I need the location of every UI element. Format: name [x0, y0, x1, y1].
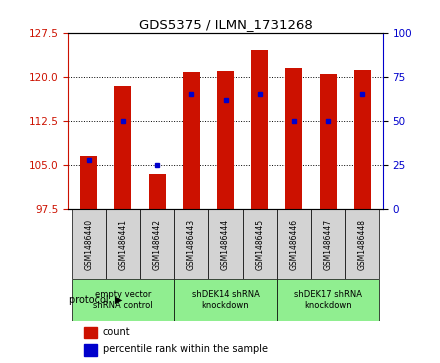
Text: empty vector
shRNA control: empty vector shRNA control: [93, 290, 153, 310]
Bar: [277, 279, 379, 321]
Text: GSM1486441: GSM1486441: [118, 219, 128, 270]
Bar: [80, 156, 97, 209]
Title: GDS5375 / ILMN_1731268: GDS5375 / ILMN_1731268: [139, 19, 312, 32]
Bar: [277, 209, 311, 279]
Bar: [311, 209, 345, 279]
Bar: [106, 209, 140, 279]
Bar: [345, 209, 379, 279]
Bar: [319, 74, 337, 209]
Text: GSM1486444: GSM1486444: [221, 219, 230, 270]
Bar: [174, 209, 209, 279]
Text: GSM1486442: GSM1486442: [153, 219, 161, 270]
Bar: [251, 50, 268, 209]
Text: GSM1486448: GSM1486448: [358, 219, 367, 270]
Bar: [286, 68, 302, 209]
Bar: [72, 279, 174, 321]
Bar: [209, 209, 242, 279]
Bar: [183, 72, 200, 209]
Bar: [149, 174, 165, 209]
Text: protocol  ▶: protocol ▶: [69, 295, 122, 305]
Bar: [174, 279, 277, 321]
Text: shDEK17 shRNA
knockdown: shDEK17 shRNA knockdown: [294, 290, 362, 310]
Bar: [140, 209, 174, 279]
Bar: [72, 209, 106, 279]
Bar: [84, 344, 96, 355]
Text: GSM1486447: GSM1486447: [323, 219, 333, 270]
Text: count: count: [103, 327, 130, 337]
Text: GSM1486440: GSM1486440: [84, 219, 93, 270]
Text: GSM1486445: GSM1486445: [255, 219, 264, 270]
Bar: [354, 70, 371, 209]
Bar: [84, 327, 96, 338]
Text: GSM1486443: GSM1486443: [187, 219, 196, 270]
Text: GSM1486446: GSM1486446: [290, 219, 298, 270]
Bar: [114, 86, 132, 209]
Text: percentile rank within the sample: percentile rank within the sample: [103, 344, 268, 354]
Bar: [242, 209, 277, 279]
Bar: [217, 71, 234, 209]
Text: shDEK14 shRNA
knockdown: shDEK14 shRNA knockdown: [191, 290, 260, 310]
